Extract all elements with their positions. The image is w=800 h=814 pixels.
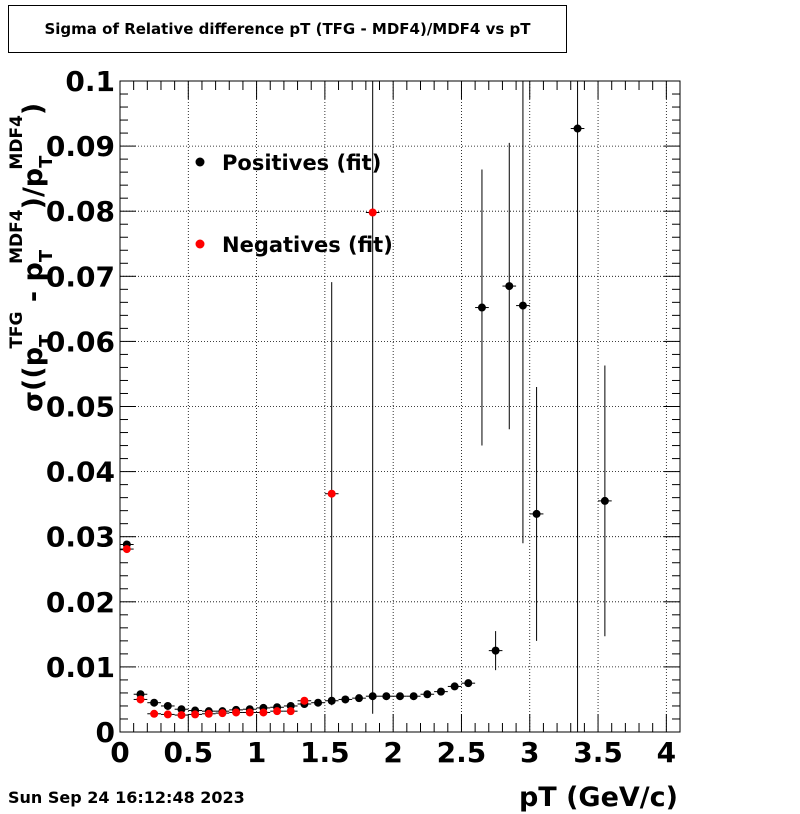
x-tick-label: 3.5: [573, 736, 623, 769]
data-point: [423, 690, 432, 699]
data-point: [505, 282, 514, 291]
legend-marker: [195, 239, 205, 249]
data-point: [273, 707, 282, 716]
timestamp: Sun Sep 24 16:12:48 2023: [8, 788, 245, 807]
data-point: [136, 695, 145, 704]
x-axis-title: pT (GeV/c): [519, 782, 678, 813]
data-point: [259, 708, 268, 717]
data-point: [573, 124, 582, 133]
legend-marker: [195, 157, 205, 167]
y-tick-label: 0.04: [46, 456, 115, 489]
data-point: [341, 695, 350, 704]
data-point: [150, 698, 159, 707]
data-point: [518, 301, 527, 310]
data-point: [218, 709, 227, 718]
data-point: [122, 545, 131, 554]
x-tick-label: 4: [657, 736, 676, 769]
data-point: [191, 710, 200, 719]
data-point: [355, 694, 364, 703]
y-axis-title-sub3: T: [36, 155, 57, 168]
data-point: [150, 709, 159, 718]
x-tick-labels: 0 0.5 1 1.5 2 2.5 3 3.5 4: [110, 736, 676, 769]
legend-label: Negatives (fit): [222, 233, 393, 257]
y-tick-label: 0: [96, 716, 115, 749]
data-point: [300, 696, 309, 705]
y-axis-title-sub2: T: [36, 249, 57, 262]
y-tick-label: 0.03: [46, 521, 115, 554]
y-tick-labels: 0 0.01 0.02 0.03 0.04 0.05 0.06 0.07 0.08 0.09 0.1: [46, 65, 115, 749]
y-axis-title-mid2: )/p: [18, 168, 49, 210]
data-points: [120, 81, 612, 732]
data-point: [163, 710, 172, 719]
data-point: [450, 682, 459, 691]
y-tick-label: 0.09: [46, 130, 115, 163]
y-tick-label: 0.02: [46, 586, 115, 619]
data-point: [314, 698, 323, 707]
y-tick-label: 0.08: [46, 195, 115, 228]
y-axis-title-mid: - p: [18, 262, 49, 311]
data-point: [177, 705, 186, 714]
grid: [119, 80, 680, 733]
y-axis-title-sup3: MDF4: [7, 115, 27, 170]
svg-text:σ((pTTFG - pTMDF4)/pTMDF4): σ((pTTFG - pTMDF4)/pTMDF4): [7, 103, 57, 412]
data-point: [204, 709, 213, 718]
legend-label: Positives (fit): [222, 151, 381, 175]
plot-title: Sigma of Relative difference pT (TFG - M…: [44, 20, 531, 38]
y-axis-title-base: σ((p: [18, 347, 49, 412]
data-point: [286, 707, 295, 716]
y-axis-title-sup1: TFG: [7, 312, 27, 349]
y-tick-label: 0.05: [46, 391, 115, 424]
data-point: [477, 303, 486, 312]
y-axis-title-sub1: T: [36, 334, 57, 347]
x-tick-label: 0: [110, 736, 129, 769]
data-point: [532, 509, 541, 518]
data-point: [177, 711, 186, 720]
data-point: [368, 208, 377, 217]
data-point: [600, 496, 609, 505]
series-negatives: [120, 81, 380, 720]
x-tick-label: 3: [520, 736, 539, 769]
y-axis-title: σ((pTTFG - pTMDF4)/pTMDF4): [7, 103, 57, 412]
data-point: [245, 708, 254, 717]
x-tick-label: 2.5: [437, 736, 487, 769]
data-point: [409, 692, 418, 701]
y-tick-label: 0.07: [46, 260, 115, 293]
x-tick-label: 2: [383, 736, 402, 769]
data-point: [396, 692, 404, 701]
data-point: [464, 679, 473, 688]
data-point: [163, 701, 172, 710]
x-tick-label: 0.5: [163, 736, 213, 769]
data-point: [327, 489, 336, 498]
plot-title-box: Sigma of Relative difference pT (TFG - M…: [8, 5, 567, 53]
y-tick-label: 0.06: [46, 325, 115, 358]
data-point: [436, 687, 445, 696]
data-point: [491, 646, 500, 655]
x-tick-label: 1: [247, 736, 266, 769]
y-axis-title-sup2: MDF4: [7, 209, 27, 264]
y-axis-title-end: ): [18, 103, 49, 115]
legend: Positives (fit) Negatives (fit): [195, 151, 393, 257]
x-tick-label: 1.5: [300, 736, 350, 769]
axis-ticks: [119, 80, 680, 733]
y-tick-label: 0.1: [65, 65, 115, 98]
series-positives: [120, 81, 612, 732]
data-point: [382, 692, 391, 701]
data-point: [232, 708, 241, 717]
y-tick-label: 0.01: [46, 651, 115, 684]
